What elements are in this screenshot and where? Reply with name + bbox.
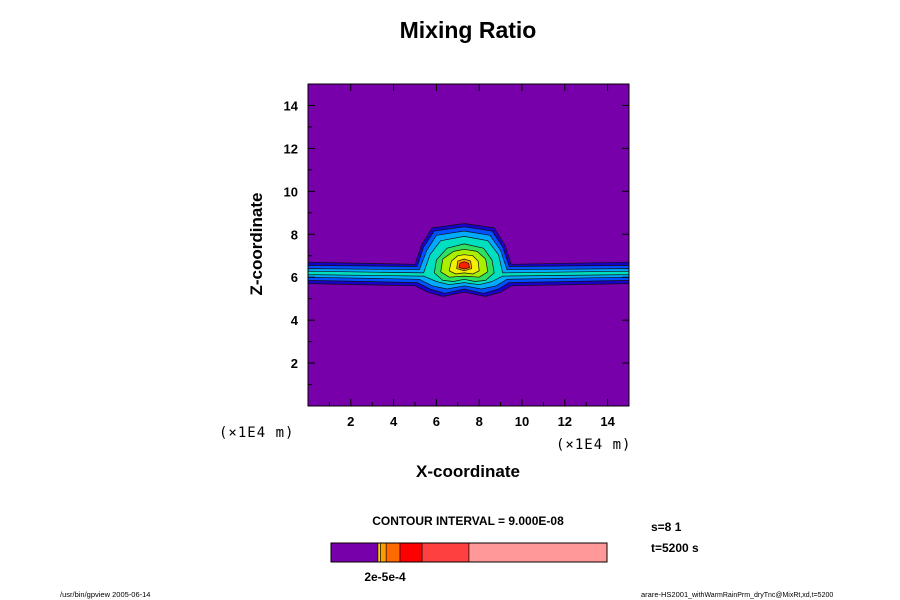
colorbar-segment	[380, 542, 387, 563]
y-tick-label: 4	[291, 313, 299, 328]
colorbar-segment	[399, 542, 423, 563]
x-axis-ticks: 2 4 6 8 10 12 14	[328, 84, 616, 429]
colorbar-tick-label: 2e-5e-4	[364, 570, 406, 584]
contour-interval: CONTOUR INTERVAL = 9.000E-08	[372, 514, 564, 528]
footer-right-small: _withWarmRainPrm_dryTnc@MixRt,xd,t=5200	[687, 592, 833, 599]
y-tick-label: 8	[291, 227, 298, 242]
colorbar-segment	[385, 542, 401, 563]
chart-title: Mixing Ratio	[400, 17, 537, 43]
y-axis-label: Z-coordinate	[247, 193, 266, 296]
colorbar-segment	[330, 542, 379, 563]
colorbar-segment	[377, 542, 381, 563]
y-tick-label: 12	[284, 141, 298, 156]
footer-left: /usr/bin/gpview 2005-06-14	[60, 590, 150, 599]
y-tick-label: 14	[284, 98, 299, 113]
y-unit-label: (×1E4 m)	[219, 425, 294, 441]
x-tick-label: 12	[558, 414, 572, 429]
time-label: t=5200 s	[651, 541, 699, 555]
x-axis-label: X-coordinate	[416, 462, 520, 481]
contour-level-9	[458, 261, 470, 270]
x-tick-label: 8	[476, 414, 483, 429]
y-tick-label: 10	[284, 184, 298, 199]
colorbar-segment	[468, 542, 608, 563]
x-tick-label: 2	[347, 414, 354, 429]
x-tick-label: 4	[390, 414, 398, 429]
y-tick-label: 2	[291, 356, 298, 371]
x-tick-label: 6	[433, 414, 440, 429]
footer-right: arare-HS2001_withWarmRainPrm_dryTnc@MixR…	[641, 590, 833, 599]
x-tick-label: 14	[600, 414, 615, 429]
plot-frame	[307, 83, 630, 407]
plot-area	[307, 83, 630, 407]
y-axis-ticks: 2 4 6 8 10 12 14	[284, 98, 629, 386]
colorbar-frame	[330, 542, 608, 563]
x-tick-label: 10	[515, 414, 529, 429]
colorbar	[330, 542, 608, 563]
y-tick-label: 6	[291, 270, 298, 285]
colorbar-segment	[421, 542, 470, 563]
footer-right-main: arare-HS2001	[641, 590, 688, 599]
x-unit-label: (×1E4 m)	[556, 437, 631, 453]
step-label: s=8 1	[651, 520, 682, 534]
